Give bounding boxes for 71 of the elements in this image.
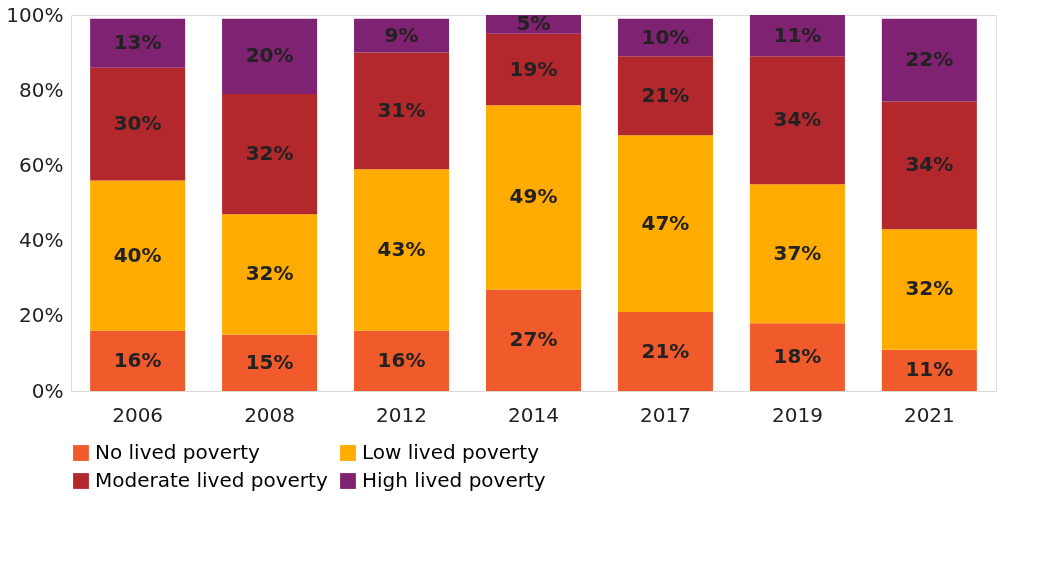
data-label: 16% (377, 347, 426, 372)
data-label: 43% (377, 237, 426, 261)
x-tick-label: 2008 (244, 402, 296, 427)
data-label: 13% (113, 30, 162, 55)
data-label: 20% (245, 43, 294, 68)
bar (90, 330, 186, 391)
data-label: 21% (641, 82, 690, 107)
bar (486, 289, 581, 391)
bar (222, 334, 318, 391)
bar (749, 184, 845, 324)
bar (617, 135, 713, 313)
bar (486, 105, 581, 290)
bar (90, 67, 186, 181)
bar (354, 169, 450, 331)
data-label: 21% (641, 338, 690, 363)
bar (749, 323, 845, 391)
data-label: 32% (245, 141, 294, 166)
bar (354, 52, 450, 170)
data-label: 34% (773, 107, 822, 132)
bar (881, 18, 977, 102)
legend-label: Moderate lived poverty (95, 468, 328, 492)
legend-label: High lived poverty (362, 468, 546, 492)
bar (749, 15, 845, 57)
y-tick-label: 40% (19, 228, 64, 253)
y-tick-label: 60% (19, 152, 64, 177)
x-tick-label: 2021 (903, 402, 955, 427)
data-label: 11% (773, 22, 822, 47)
bar (617, 56, 713, 136)
data-label: 9% (384, 22, 419, 47)
data-label: 49% (509, 184, 558, 209)
bar (881, 101, 977, 230)
data-label: 32% (245, 261, 294, 286)
x-tick-label: 2019 (771, 402, 823, 427)
data-label: 16% (113, 347, 162, 372)
y-tick-label: 0% (31, 378, 64, 403)
legend-label: No lived poverty (95, 440, 260, 464)
data-label: 22% (905, 47, 954, 72)
data-label: 47% (641, 210, 690, 235)
bar (222, 93, 318, 215)
data-label: 40% (113, 242, 162, 267)
y-tick-label: 100% (6, 2, 64, 27)
y-tick-label: 20% (19, 303, 64, 328)
data-label: 19% (509, 56, 558, 81)
data-label: 34% (905, 152, 954, 177)
bar (354, 18, 450, 53)
data-label: 27% (509, 327, 558, 352)
data-label: 10% (641, 24, 690, 49)
bar (617, 312, 713, 391)
bar (222, 18, 318, 94)
x-tick-label: 2006 (112, 402, 164, 427)
data-label: 5% (516, 11, 551, 36)
data-label: 37% (773, 240, 822, 265)
bar (749, 56, 845, 185)
data-label: 11% (905, 357, 954, 382)
bar (90, 180, 186, 331)
bar (881, 229, 977, 350)
bar (222, 214, 318, 335)
bar (354, 330, 450, 391)
data-label: 15% (245, 349, 294, 374)
data-label: 31% (377, 97, 426, 122)
data-label: 32% (905, 276, 954, 301)
legend-label: Low lived poverty (362, 440, 540, 464)
x-tick-label: 2012 (376, 402, 427, 427)
y-tick-label: 80% (19, 77, 64, 102)
data-label: 18% (773, 344, 822, 369)
data-label: 30% (113, 111, 162, 136)
bar (90, 18, 186, 68)
bar (486, 33, 581, 106)
x-tick-label: 2014 (508, 402, 559, 427)
bar (881, 349, 977, 391)
x-tick-label: 2017 (640, 402, 691, 427)
